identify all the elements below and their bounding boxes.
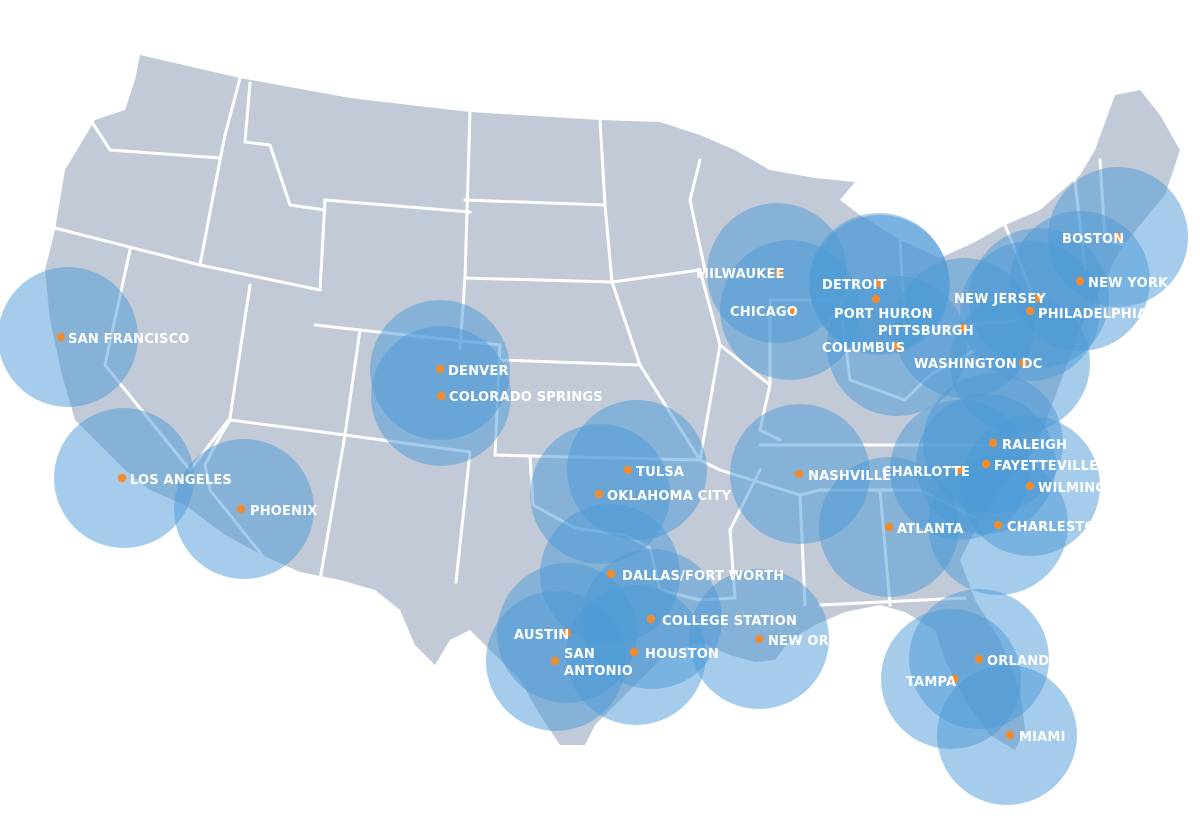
city-label-dallas-fort-worth: DALLAS/FORT WORTH: [622, 569, 784, 584]
city-dot-austin: [562, 628, 572, 638]
city-label-milwaukee: MILWAUKEE: [696, 267, 785, 282]
city-label-port-huron: PORT HURON: [834, 307, 933, 322]
city-dot-columbus: [892, 341, 902, 351]
city-dot-charlotte: [955, 465, 965, 475]
city-dot-charleston: [993, 520, 1003, 530]
city-dot-phoenix: [236, 504, 246, 514]
city-label-detroit: DETROIT: [822, 278, 887, 293]
city-dot-tulsa: [623, 465, 633, 475]
city-label-philadelphia: PHILADELPHIA: [1038, 307, 1147, 322]
city-label-san-francisco: SAN FRANCISCO: [68, 332, 190, 347]
city-markers: SAN FRANCISCO LOS ANGELES PHOENIX DENVER COL…: [56, 232, 1200, 745]
city-dot-fayetteville: [981, 459, 991, 469]
city-label-charleston: CHARLESTON: [1007, 520, 1107, 535]
coverage-circles: [0, 167, 1188, 805]
city-label-nashville: NASHVILLE: [808, 469, 891, 484]
city-dot-new-jersey: [1034, 293, 1044, 303]
city-label-new-orleans: NEW ORLEANS: [768, 634, 877, 649]
city-label-denver: DENVER: [448, 364, 509, 379]
city-dot-chicago: [787, 305, 797, 315]
city-label-columbus: COLUMBUS: [822, 341, 905, 356]
city-label-austin: AUSTIN: [514, 628, 569, 643]
city-dot-boston: [1113, 232, 1123, 242]
city-dot-denver: [435, 364, 445, 374]
city-label-chicago: CHICAGO: [730, 305, 798, 320]
city-dot-atlanta: [884, 522, 894, 532]
city-dot-orlando: [974, 654, 984, 664]
city-dot-nashville: [794, 469, 804, 479]
city-dot-pittsburgh: [959, 323, 969, 333]
city-label-new-jersey: NEW JERSEY: [954, 292, 1046, 307]
city-label-fayetteville: FAYETTEVILLE: [994, 459, 1098, 474]
city-label-orlando: ORLANDO: [987, 654, 1061, 669]
city-label-miami: MIAMI: [1019, 730, 1066, 745]
city-dot-miami: [1005, 730, 1015, 740]
city-dot-college-station: [646, 614, 656, 624]
city-dot-houston: [629, 647, 639, 657]
city-label-pittsburgh: PITTSBURGH: [878, 324, 974, 339]
city-dot-detroit: [874, 278, 884, 288]
city-label-wilmington: WILMINGTON: [1038, 481, 1137, 496]
city-dot-san-antonio: [550, 656, 560, 666]
city-label-washington-dc: WASHINGTON DC: [914, 357, 1042, 372]
city-label-college-station: COLLEGE STATION: [662, 614, 797, 629]
city-label-colorado-springs: COLORADO SPRINGS: [449, 390, 603, 405]
city-dot-new-orleans: [754, 634, 764, 644]
city-dot-port-huron: [871, 294, 881, 304]
city-dot-new-york-city: [1075, 276, 1085, 286]
city-dot-raleigh: [988, 438, 998, 448]
city-dot-los-angeles: [117, 473, 127, 483]
city-label-houston: HOUSTON: [645, 647, 719, 662]
city-dot-oklahoma-city: [594, 489, 604, 499]
city-label-oklahoma-city: OKLAHOMA CITY: [607, 489, 732, 504]
city-dot-colorado-springs: [436, 391, 446, 401]
city-dot-san-francisco: [56, 332, 66, 342]
city-label-tulsa: TULSA: [636, 465, 684, 480]
city-label-boston: BOSTON: [1062, 232, 1124, 247]
city-label-atlanta: ATLANTA: [897, 522, 963, 537]
city-label-tampa: TAMPA: [906, 675, 956, 690]
city-label-phoenix: PHOENIX: [250, 504, 317, 519]
coverage-circle-san-francisco: [0, 267, 138, 407]
city-label-san-antonio: SAN ANTONIO: [564, 647, 633, 679]
city-dot-wilmington: [1025, 481, 1035, 491]
city-dot-milwaukee: [774, 268, 784, 278]
city-dot-washington-dc: [1018, 358, 1028, 368]
city-dot-philadelphia: [1025, 306, 1035, 316]
city-dot-tampa: [949, 674, 959, 684]
city-label-new-york-city: NEW YORK CITY: [1088, 276, 1200, 291]
city-label-charlotte: CHARLOTTE: [882, 465, 970, 480]
city-label-raleigh: RALEIGH: [1002, 438, 1067, 453]
city-dot-dallas-fort-worth: [606, 569, 616, 579]
city-label-los-angeles: LOS ANGELES: [130, 473, 232, 488]
